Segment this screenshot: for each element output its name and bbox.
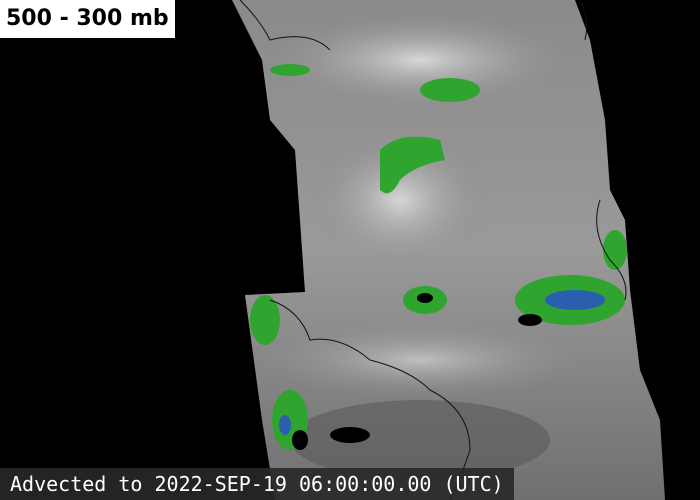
dry-area xyxy=(290,400,550,480)
moist-areas xyxy=(250,64,627,450)
coastlines xyxy=(239,0,627,500)
jet-band xyxy=(260,10,580,110)
level-label: 500 - 300 mb xyxy=(0,0,175,38)
cold-cloud-tops xyxy=(292,293,542,450)
timestamp: Advected to 2022-SEP-19 06:00:00.00 (UTC… xyxy=(0,468,514,500)
moisture-band xyxy=(250,320,590,400)
very-moist-areas xyxy=(279,290,605,435)
cyclone xyxy=(310,130,490,270)
